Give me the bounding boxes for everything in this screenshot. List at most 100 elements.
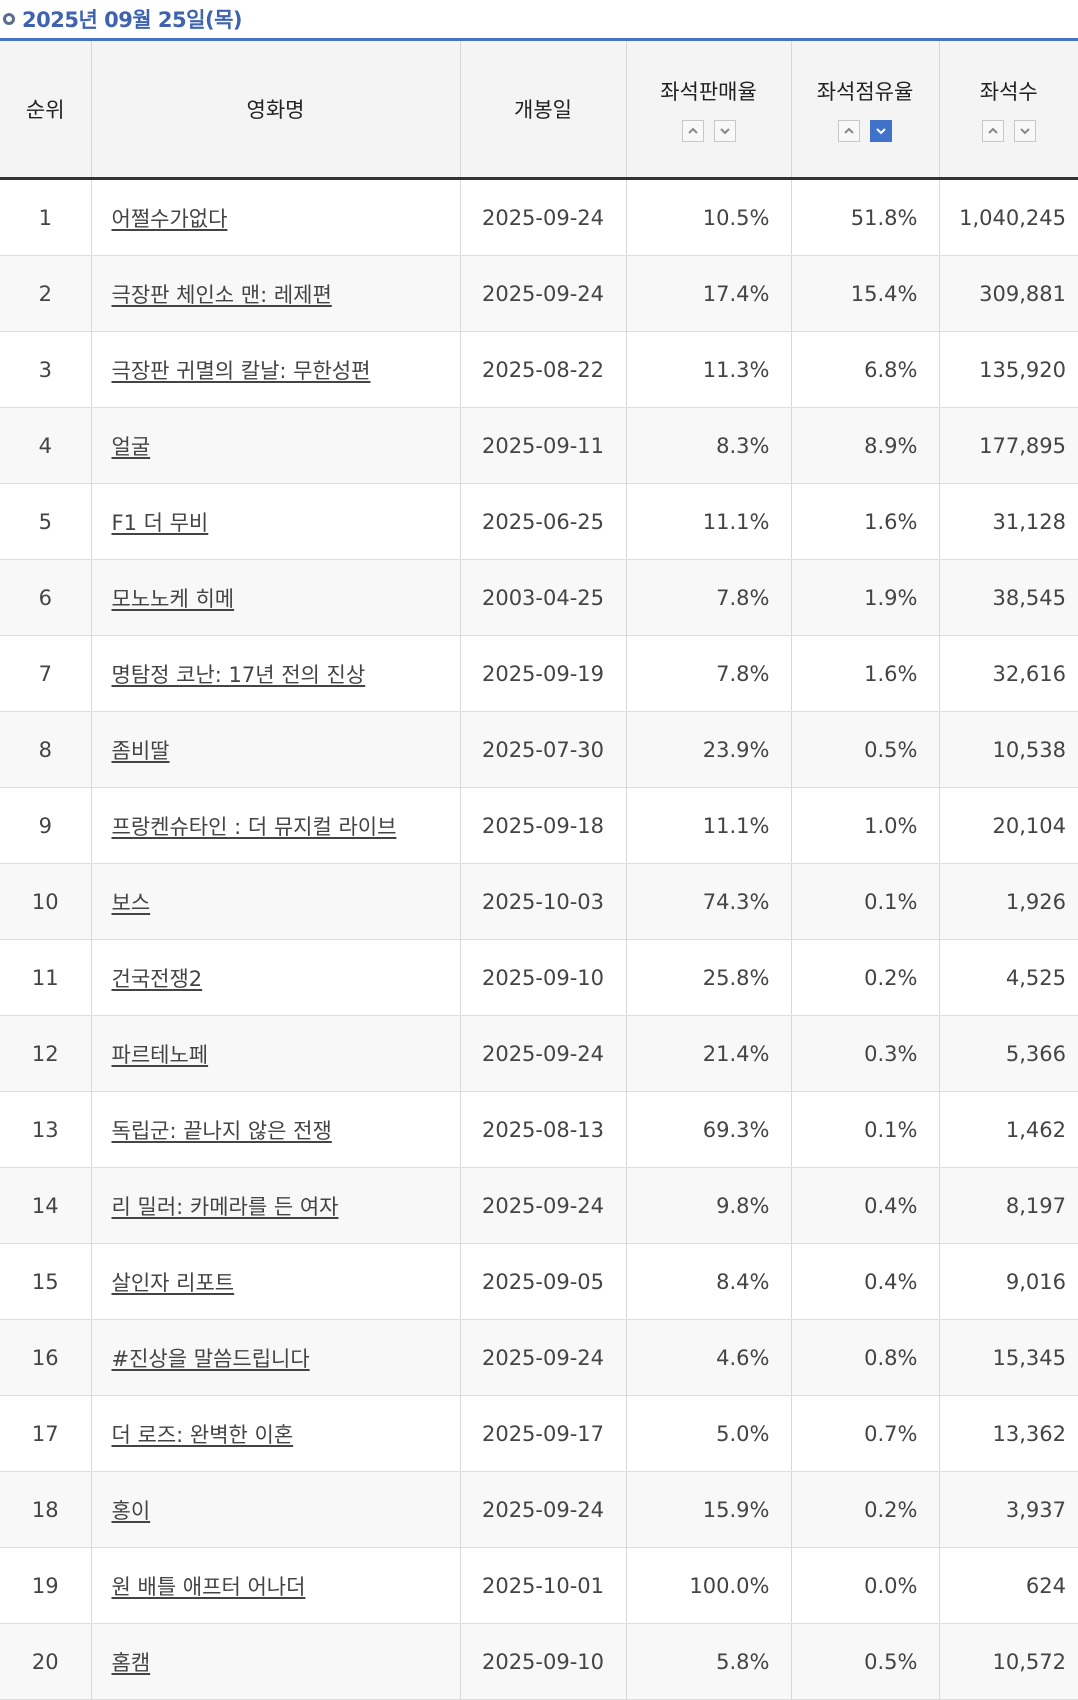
share-rate-cell: 0.7% — [791, 1396, 939, 1472]
share-rate-cell: 0.2% — [791, 1472, 939, 1548]
movie-title-link[interactable]: F1 더 무비 — [112, 511, 209, 535]
name-header-label: 영화명 — [92, 94, 460, 124]
movie-title-link[interactable]: 홍이 — [112, 1499, 151, 1523]
movie-title-link[interactable]: 좀비딸 — [112, 739, 170, 763]
sales-rate-sort-desc-button[interactable] — [714, 120, 736, 142]
share-rate-cell: 0.8% — [791, 1320, 939, 1396]
movie-title-link[interactable]: 홈캠 — [112, 1651, 151, 1675]
release-date-cell: 2025-10-01 — [460, 1548, 626, 1624]
rank-cell: 16 — [0, 1320, 91, 1396]
seats-cell: 3,937 — [939, 1472, 1078, 1548]
release-date-cell: 2025-09-10 — [460, 1624, 626, 1700]
movie-title-link[interactable]: 건국전쟁2 — [112, 967, 203, 991]
rank-cell: 14 — [0, 1168, 91, 1244]
share-rate-header: 좌석점유율 — [791, 41, 939, 179]
movie-title-link[interactable]: 어쩔수가없다 — [112, 207, 228, 231]
movie-title-link[interactable]: 극장판 체인소 맨: 레제편 — [112, 283, 332, 307]
movie-title-link[interactable]: 프랑켄슈타인 : 더 뮤지컬 라이브 — [112, 815, 397, 839]
movie-name-cell: #진상을 말씀드립니다 — [91, 1320, 460, 1396]
seats-cell: 38,545 — [939, 560, 1078, 636]
movie-name-cell: 더 로즈: 완벽한 이혼 — [91, 1396, 460, 1472]
sales-rate-cell: 74.3% — [626, 864, 791, 940]
sales-rate-sort-asc-button[interactable] — [682, 120, 704, 142]
sales-rate-cell: 4.6% — [626, 1320, 791, 1396]
seats-cell: 1,926 — [939, 864, 1078, 940]
movie-title-link[interactable]: 파르테노페 — [112, 1043, 209, 1067]
movie-title-link[interactable]: 극장판 귀멸의 칼날: 무한성편 — [112, 359, 371, 383]
seats-cell: 8,197 — [939, 1168, 1078, 1244]
share-rate-sort-desc-button[interactable] — [870, 120, 892, 142]
sales-rate-cell: 7.8% — [626, 560, 791, 636]
name-header: 영화명 — [91, 41, 460, 179]
box-office-table: 순위 영화명 개봉일 좌석판매율 좌석점유율 — [0, 41, 1078, 1700]
rank-cell: 6 — [0, 560, 91, 636]
movie-title-link[interactable]: 원 배틀 애프터 어나더 — [112, 1575, 306, 1599]
movie-title-link[interactable]: 얼굴 — [112, 435, 151, 459]
release-date-cell: 2025-10-03 — [460, 864, 626, 940]
movie-title-link[interactable]: 모노노케 히메 — [112, 587, 235, 611]
share-rate-cell: 15.4% — [791, 256, 939, 332]
chevron-up-icon — [687, 127, 699, 135]
share-rate-cell: 1.9% — [791, 560, 939, 636]
rank-cell: 2 — [0, 256, 91, 332]
sales-rate-cell: 25.8% — [626, 940, 791, 1016]
page-title: 2025년 09월 25일(목) — [22, 4, 242, 34]
movie-title-link[interactable]: 명탐정 코난: 17년 전의 진상 — [112, 663, 366, 687]
movie-title-link[interactable]: 살인자 리포트 — [112, 1271, 235, 1295]
movie-title-link[interactable]: 리 밀러: 카메라를 든 여자 — [112, 1195, 339, 1219]
sales-rate-cell: 15.9% — [626, 1472, 791, 1548]
movie-title-link[interactable]: #진상을 말씀드립니다 — [112, 1347, 310, 1371]
sales-rate-cell: 8.4% — [626, 1244, 791, 1320]
sales-rate-cell: 5.0% — [626, 1396, 791, 1472]
release-header-label: 개봉일 — [461, 94, 626, 124]
release-date-cell: 2025-09-24 — [460, 179, 626, 256]
seats-cell: 10,572 — [939, 1624, 1078, 1700]
release-date-cell: 2025-08-22 — [460, 332, 626, 408]
release-date-cell: 2025-09-10 — [460, 940, 626, 1016]
share-rate-sort-asc-button[interactable] — [838, 120, 860, 142]
movie-name-cell: 보스 — [91, 864, 460, 940]
movie-title-link[interactable]: 독립군: 끝나지 않은 전쟁 — [112, 1119, 332, 1143]
movie-title-link[interactable]: 보스 — [112, 891, 151, 915]
release-date-cell: 2025-09-05 — [460, 1244, 626, 1320]
rank-header: 순위 — [0, 41, 91, 179]
movie-name-cell: 프랑켄슈타인 : 더 뮤지컬 라이브 — [91, 788, 460, 864]
share-rate-cell: 1.0% — [791, 788, 939, 864]
share-rate-cell: 0.5% — [791, 1624, 939, 1700]
release-date-cell: 2025-09-24 — [460, 1168, 626, 1244]
release-date-cell: 2025-09-24 — [460, 256, 626, 332]
seats-sort-asc-button[interactable] — [982, 120, 1004, 142]
chevron-up-icon — [987, 127, 999, 135]
rank-cell: 1 — [0, 179, 91, 256]
sales-rate-cell: 11.1% — [626, 484, 791, 560]
movie-name-cell: 홍이 — [91, 1472, 460, 1548]
rank-cell: 13 — [0, 1092, 91, 1168]
movie-title-link[interactable]: 더 로즈: 완벽한 이혼 — [112, 1423, 294, 1447]
share-rate-cell: 51.8% — [791, 179, 939, 256]
rank-cell: 15 — [0, 1244, 91, 1320]
rank-header-label: 순위 — [0, 94, 91, 124]
seats-cell: 135,920 — [939, 332, 1078, 408]
share-rate-cell: 0.2% — [791, 940, 939, 1016]
sales-rate-cell: 9.8% — [626, 1168, 791, 1244]
seats-sort-desc-button[interactable] — [1014, 120, 1036, 142]
rank-cell: 3 — [0, 332, 91, 408]
share-rate-cell: 0.5% — [791, 712, 939, 788]
movie-name-cell: 좀비딸 — [91, 712, 460, 788]
seats-cell: 32,616 — [939, 636, 1078, 712]
seats-cell: 15,345 — [939, 1320, 1078, 1396]
sales-rate-cell: 23.9% — [626, 712, 791, 788]
